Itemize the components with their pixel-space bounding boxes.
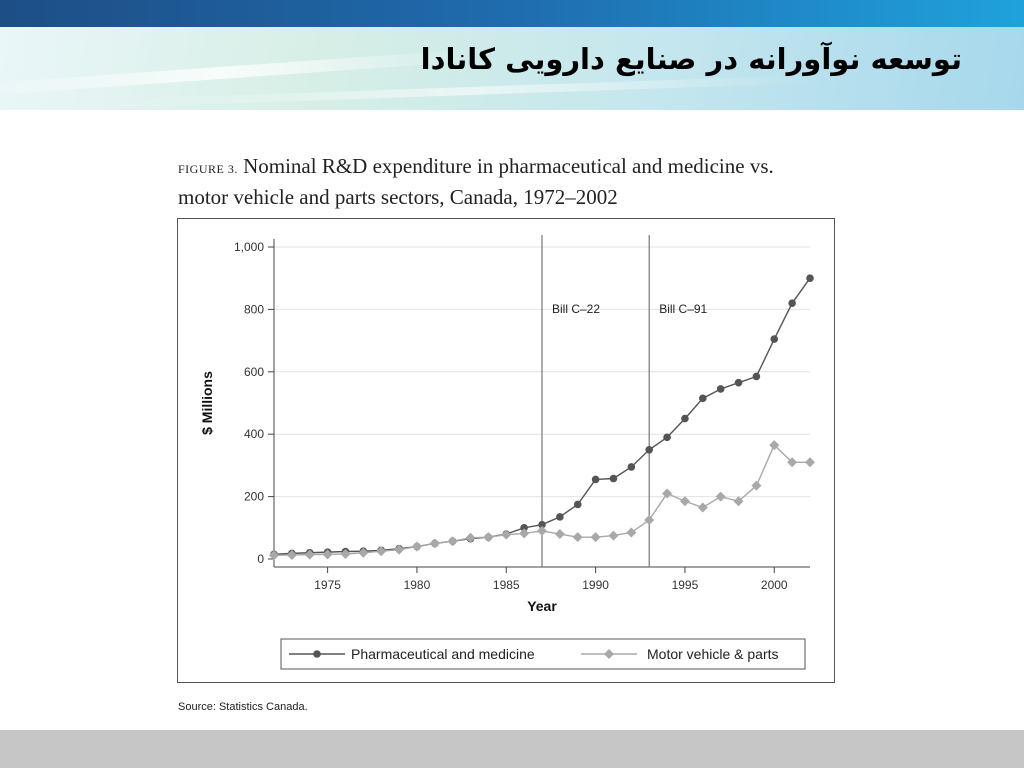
data-point <box>608 530 619 541</box>
chart-frame: 0 200 400 600 800 1,000 1975 1980 1985 1990 1995 20… <box>177 218 835 683</box>
data-point <box>520 524 528 532</box>
data-point <box>715 491 726 502</box>
y-axis-title: $ Millions <box>199 371 215 435</box>
data-point <box>591 475 600 484</box>
data-point <box>590 532 601 543</box>
data-point <box>733 496 744 507</box>
data-point <box>376 546 387 557</box>
data-point <box>697 502 708 513</box>
data-point <box>699 394 707 403</box>
data-point <box>806 274 814 282</box>
y-tick-label: 0 <box>257 552 264 566</box>
data-point <box>572 532 583 543</box>
data-point <box>627 463 636 471</box>
x-tick-label: 2000 <box>761 578 788 592</box>
data-point <box>752 372 761 381</box>
annotation-label: Bill C–91 <box>659 302 707 316</box>
data-point <box>483 532 494 543</box>
data-point <box>554 529 565 540</box>
line-chart: 0 200 400 600 800 1,000 1975 1980 1985 1990 1995 20… <box>199 235 815 670</box>
data-point <box>769 440 780 451</box>
data-point <box>429 538 440 549</box>
data-point <box>322 549 333 560</box>
data-point <box>538 520 546 529</box>
figure-caption: FIGURE 3. Nominal R&D expenditure in pha… <box>178 152 818 211</box>
legend-marker <box>313 650 321 658</box>
data-point <box>269 550 279 561</box>
figure-label: FIGURE 3. <box>178 162 238 176</box>
data-point <box>716 385 725 393</box>
data-point <box>663 433 671 442</box>
legend-label: Motor vehicle & parts <box>647 646 779 662</box>
data-point <box>770 335 779 343</box>
data-point <box>681 414 689 423</box>
y-tick-label: 1,000 <box>234 240 264 254</box>
y-tick-label: 200 <box>244 490 264 504</box>
data-point <box>751 480 762 491</box>
data-point <box>679 496 690 507</box>
source-note: Source: Statistics Canada. <box>178 701 308 713</box>
data-point <box>626 527 637 538</box>
data-point <box>645 446 653 454</box>
data-point <box>358 547 369 558</box>
legend-box <box>280 638 806 670</box>
y-tick-label: 400 <box>244 427 264 441</box>
data-point <box>447 536 458 547</box>
y-tick-label: 600 <box>244 365 264 379</box>
slide-title: توسعه نوآورانه در صنایع دارویی کانادا <box>420 42 962 76</box>
y-tick-label: 800 <box>244 302 264 316</box>
data-point <box>519 528 530 539</box>
header-band <box>0 27 1024 110</box>
figure-caption-text: Nominal R&D expenditure in pharmaceutica… <box>178 154 774 209</box>
data-point <box>340 549 351 560</box>
data-point <box>644 515 655 525</box>
decorative-light-streak <box>120 74 820 108</box>
x-tick-label: 1995 <box>672 578 699 592</box>
data-point <box>537 525 547 536</box>
data-point <box>573 500 582 509</box>
data-point <box>465 532 476 543</box>
data-point <box>787 457 798 468</box>
data-point <box>286 549 297 560</box>
bottom-bar <box>0 730 1024 768</box>
data-point <box>411 541 422 552</box>
data-point <box>734 378 743 387</box>
x-tick-label: 1985 <box>493 578 520 592</box>
data-point <box>556 513 564 521</box>
legend-label: Pharmaceutical and medicine <box>351 646 535 662</box>
x-tick-label: 1980 <box>404 578 431 592</box>
legend-marker <box>604 649 614 659</box>
top-accent-strip <box>0 0 1024 27</box>
annotation-label: Bill C–22 <box>552 302 600 316</box>
data-point <box>805 457 815 468</box>
x-tick-label: 1975 <box>314 578 341 592</box>
data-point <box>788 299 796 307</box>
data-point <box>394 544 405 555</box>
data-point <box>501 529 512 540</box>
data-point <box>662 488 673 499</box>
data-point <box>609 474 618 483</box>
data-point <box>304 549 315 560</box>
x-axis-title: Year <box>527 598 557 614</box>
x-tick-label: 1990 <box>582 578 609 592</box>
